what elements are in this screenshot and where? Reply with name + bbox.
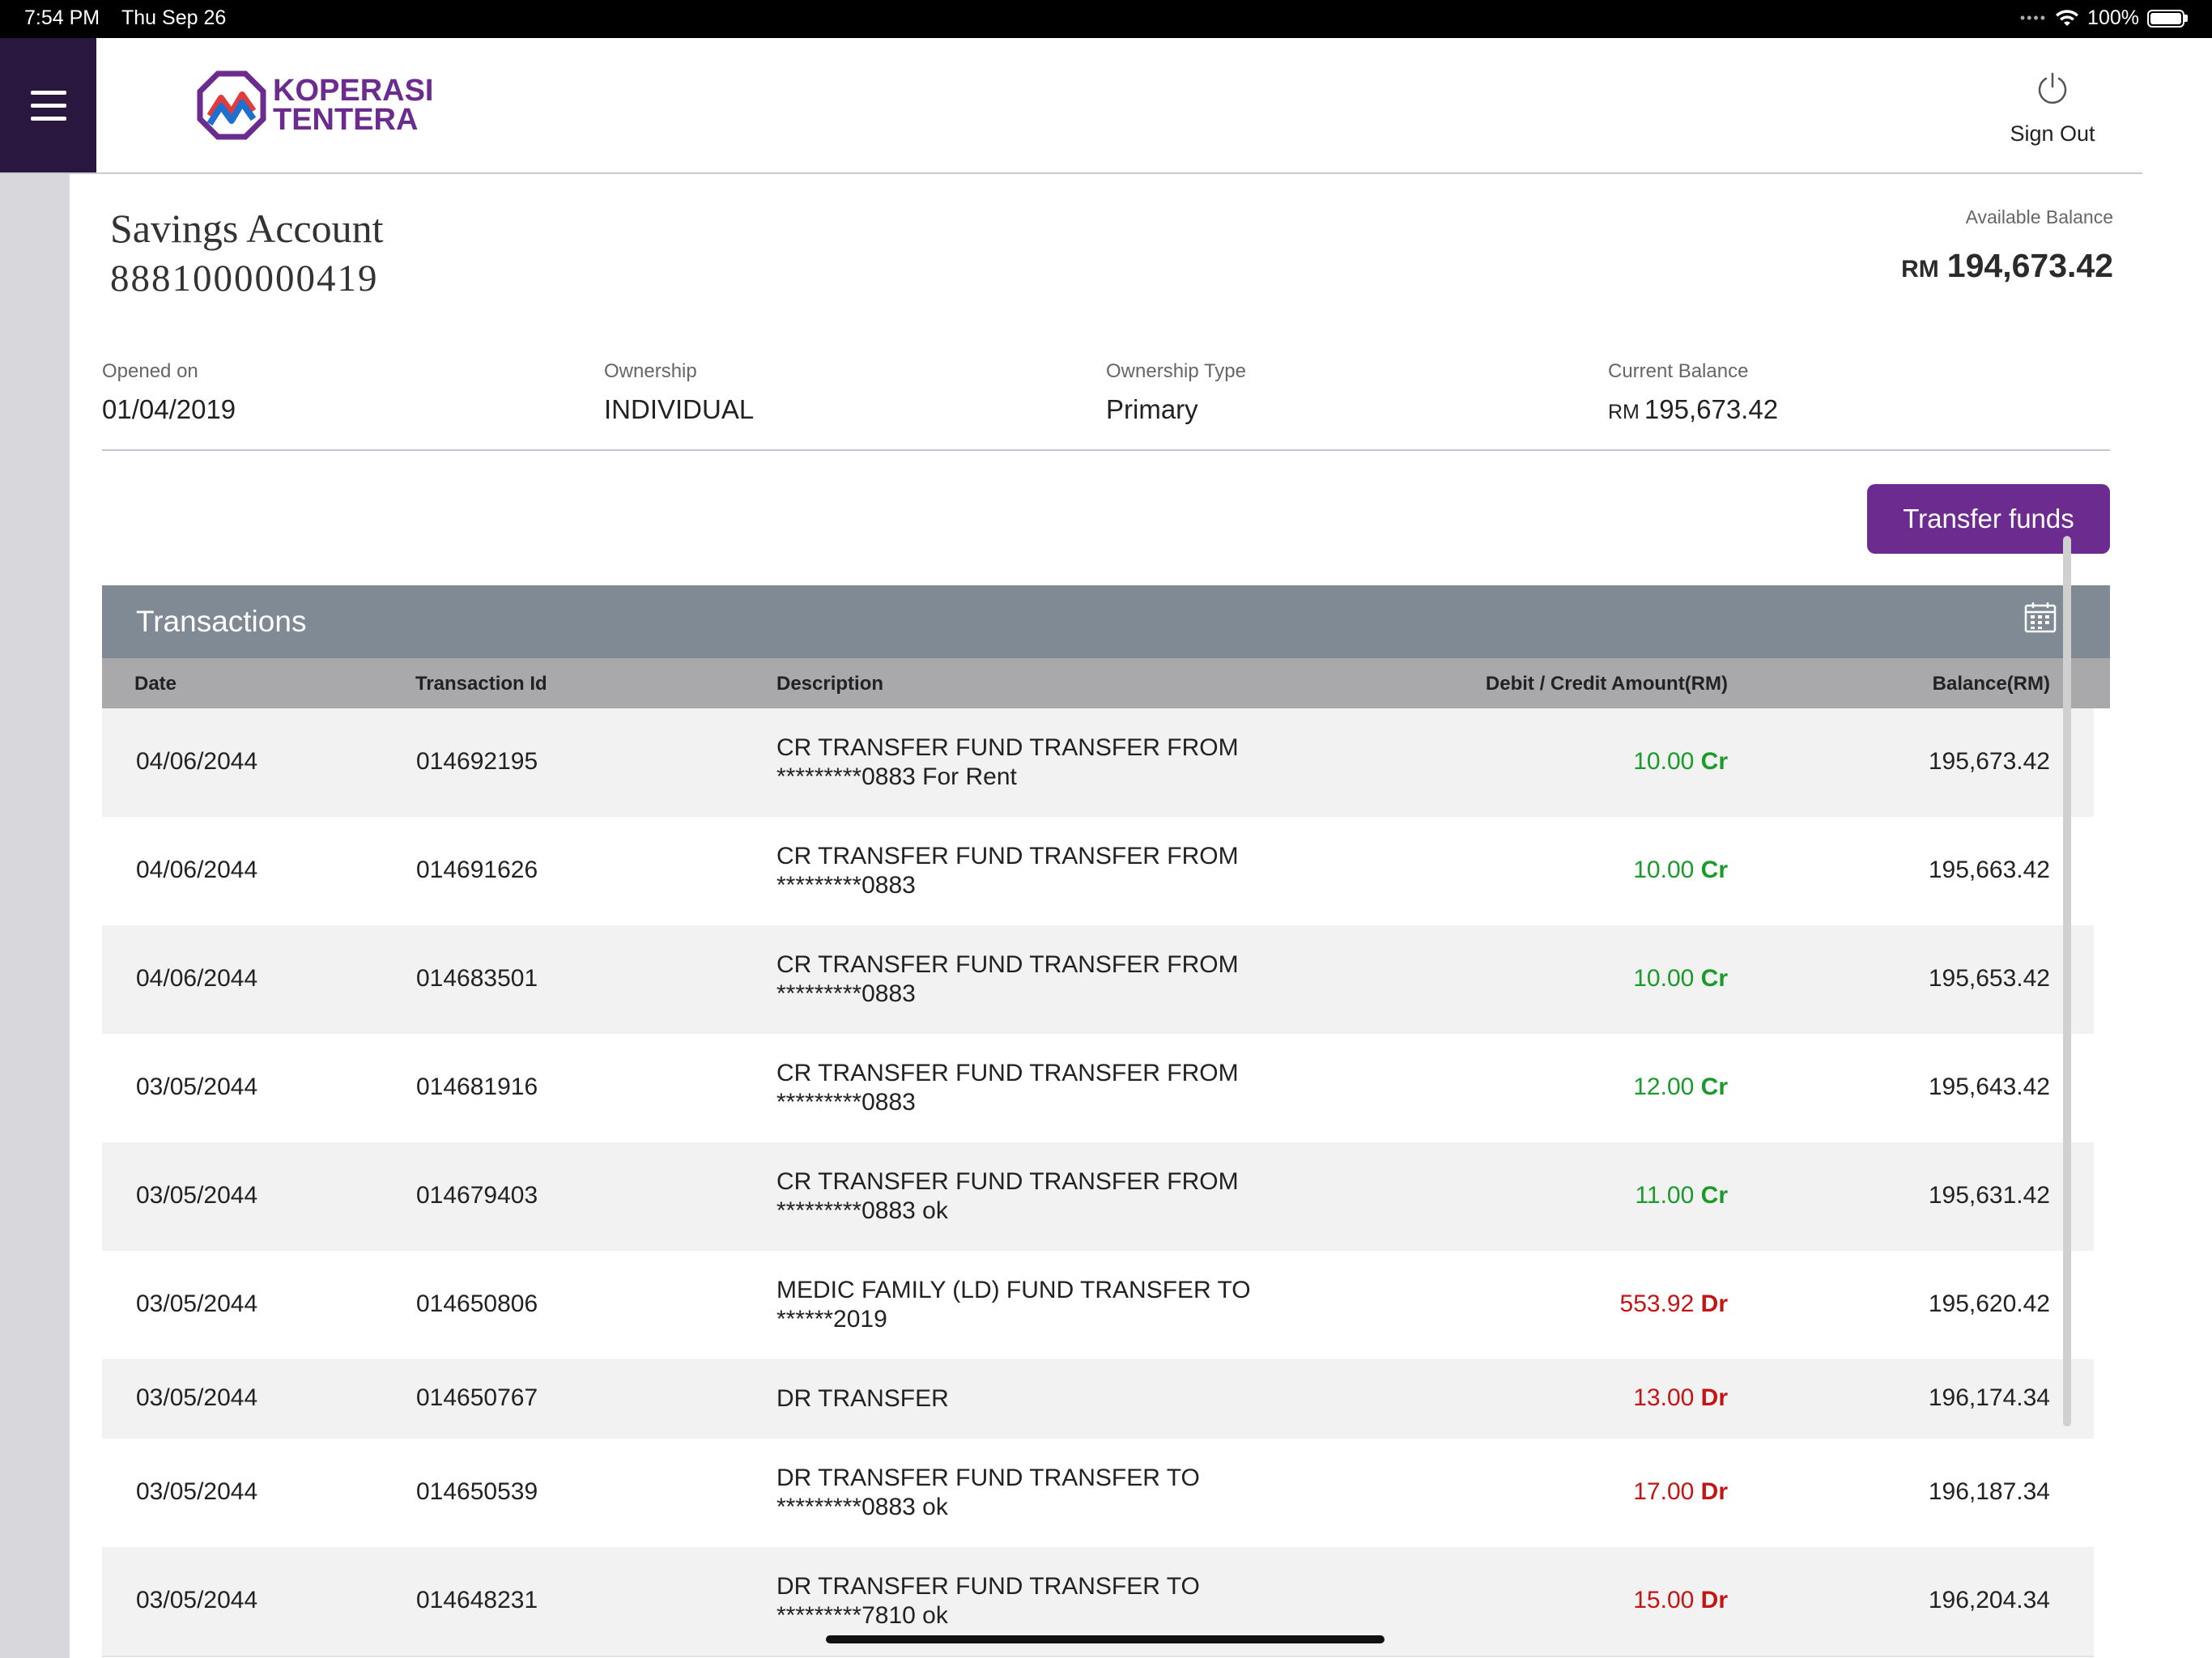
transfer-funds-button[interactable]: Transfer funds bbox=[1867, 484, 2110, 554]
ownership: Ownership INDIVIDUAL bbox=[604, 360, 755, 424]
row-description: MEDIC FAMILY (LD) FUND TRANSFER TO ******… bbox=[776, 1277, 1251, 1333]
row-balance: 195,673.42 bbox=[1928, 748, 2050, 775]
row-amount: 10.00 Cr bbox=[1633, 965, 1728, 992]
row-balance: 195,653.42 bbox=[1928, 965, 2050, 992]
menu-icon[interactable] bbox=[0, 38, 96, 172]
table-row[interactable]: 04/06/2044 014683501 CR TRANSFER FUND TRAN… bbox=[102, 925, 2094, 1035]
logo: KOPERASI TENTERA bbox=[197, 70, 433, 140]
row-description: CR TRANSFER FUND TRANSFER FROM *********0… bbox=[776, 734, 1239, 790]
row-amount: 10.00 Cr bbox=[1633, 748, 1728, 775]
row-transaction-id: 014650539 bbox=[416, 1478, 538, 1505]
available-balance: RM 194,673.42 bbox=[1901, 247, 2113, 284]
row-date: 03/05/2044 bbox=[136, 1478, 258, 1505]
power-icon bbox=[2038, 72, 2067, 104]
row-transaction-id: 014681916 bbox=[416, 1073, 538, 1100]
row-transaction-id: 014648231 bbox=[416, 1587, 538, 1613]
transactions-header: Transactions bbox=[102, 585, 2110, 658]
row-transaction-id: 014691626 bbox=[416, 857, 538, 883]
row-description: CR TRANSFER FUND TRANSFER FROM *********0… bbox=[776, 843, 1239, 899]
row-transaction-id: 014679403 bbox=[416, 1182, 538, 1209]
account-title: Savings Account bbox=[110, 206, 384, 251]
sign-out-label: Sign Out bbox=[2010, 121, 2095, 146]
row-amount: 13.00 Dr bbox=[1633, 1384, 1728, 1411]
battery-percent: 100% bbox=[2087, 6, 2139, 29]
row-date: 03/05/2044 bbox=[136, 1587, 258, 1613]
col-transaction-id: Transaction Id bbox=[415, 673, 547, 695]
row-amount: 12.00 Cr bbox=[1633, 1073, 1728, 1100]
account-number: 8881000000419 bbox=[110, 257, 379, 300]
status-date: Thu Sep 26 bbox=[121, 6, 227, 29]
row-description: CR TRANSFER FUND TRANSFER FROM *********0… bbox=[776, 951, 1239, 1007]
table-row[interactable]: 04/06/2044 014691626 CR TRANSFER FUND TRAN… bbox=[102, 817, 2094, 927]
row-date: 04/06/2044 bbox=[136, 857, 258, 883]
col-description: Description bbox=[776, 673, 884, 695]
scrollbar[interactable] bbox=[2063, 536, 2071, 1426]
row-balance: 196,174.34 bbox=[1928, 1384, 2050, 1411]
table-row[interactable]: 03/05/2044 014681916 CR TRANSFER FUND TRAN… bbox=[102, 1034, 2094, 1144]
available-balance-label: Available Balance bbox=[1965, 206, 2113, 227]
app-header: KOPERASI TENTERA Sign Out bbox=[0, 38, 2142, 174]
status-time: 7:54 PM bbox=[24, 6, 100, 29]
row-date: 04/06/2044 bbox=[136, 748, 258, 775]
right-gutter bbox=[2142, 38, 2212, 1658]
row-amount: 17.00 Dr bbox=[1633, 1478, 1728, 1505]
table-row[interactable]: 03/05/2044 014679403 CR TRANSFER FUND TRAN… bbox=[102, 1142, 2094, 1252]
row-balance: 195,643.42 bbox=[1928, 1073, 2050, 1100]
row-balance: 195,631.42 bbox=[1928, 1182, 2050, 1209]
logo-mark-icon bbox=[197, 70, 266, 140]
table-header: Date Transaction Id Description Debit / … bbox=[102, 658, 2110, 708]
col-date: Date bbox=[134, 673, 177, 695]
row-date: 04/06/2044 bbox=[136, 965, 258, 992]
row-transaction-id: 014650806 bbox=[416, 1290, 538, 1317]
col-amount: Debit / Credit Amount(RM) bbox=[1485, 673, 1728, 695]
table-row[interactable]: 03/05/2044 014650539 DR TRANSFER FUND TRAN… bbox=[102, 1439, 2094, 1549]
table-row[interactable]: 03/05/2044 014650767 DR TRANSFER 13.00 Dr 19… bbox=[102, 1359, 2094, 1440]
row-balance: 196,187.34 bbox=[1928, 1478, 2050, 1505]
battery-icon bbox=[2147, 9, 2188, 28]
signal-dots-icon: •••• bbox=[2019, 10, 2048, 26]
divider bbox=[102, 449, 2110, 451]
status-bar: 7:54 PM Thu Sep 26 •••• 100% bbox=[0, 0, 2212, 38]
table-row[interactable]: 04/06/2044 014692195 CR TRANSFER FUND TRAN… bbox=[102, 708, 2094, 818]
ownership-type: Ownership Type Primary bbox=[1106, 360, 1246, 424]
transactions-title: Transactions bbox=[136, 605, 307, 638]
logo-text: KOPERASI TENTERA bbox=[273, 74, 434, 137]
row-balance: 196,204.34 bbox=[1928, 1587, 2050, 1613]
row-balance: 195,663.42 bbox=[1928, 857, 2050, 883]
row-description: DR TRANSFER FUND TRANSFER TO *********088… bbox=[776, 1465, 1200, 1520]
current-balance: Current Balance RM 195,673.42 bbox=[1608, 360, 1779, 424]
row-transaction-id: 014650767 bbox=[416, 1384, 538, 1411]
row-transaction-id: 014692195 bbox=[416, 748, 538, 775]
sign-out-button[interactable]: Sign Out bbox=[1976, 70, 2129, 147]
row-date: 03/05/2044 bbox=[136, 1073, 258, 1100]
row-amount: 553.92 Dr bbox=[1619, 1290, 1728, 1317]
wifi-icon bbox=[2056, 9, 2079, 26]
row-description: DR TRANSFER FUND TRANSFER TO *********781… bbox=[776, 1573, 1200, 1629]
table-row[interactable]: 03/05/2044 014648231 DR TRANSFER FUND TRAN… bbox=[102, 1547, 2094, 1657]
row-transaction-id: 014683501 bbox=[416, 965, 538, 992]
row-date: 03/05/2044 bbox=[136, 1290, 258, 1317]
opened-on: Opened on 01/04/2019 bbox=[102, 360, 236, 424]
row-amount: 11.00 Cr bbox=[1635, 1182, 1728, 1209]
row-description: CR TRANSFER FUND TRANSFER FROM *********0… bbox=[776, 1060, 1239, 1116]
table-row[interactable]: 03/05/2044 014650806 MEDIC FAMILY (LD) FUN… bbox=[102, 1251, 2094, 1361]
col-balance: Balance(RM) bbox=[1932, 673, 2050, 695]
row-description: CR TRANSFER FUND TRANSFER FROM *********0… bbox=[776, 1168, 1239, 1224]
calendar-icon[interactable] bbox=[2024, 602, 2057, 634]
row-date: 03/05/2044 bbox=[136, 1384, 258, 1411]
status-right: •••• 100% bbox=[2020, 6, 2188, 30]
account-panel: Savings Account 8881000000419 Available … bbox=[70, 174, 2142, 1658]
row-amount: 10.00 Cr bbox=[1633, 857, 1728, 883]
row-date: 03/05/2044 bbox=[136, 1182, 258, 1209]
row-balance: 195,620.42 bbox=[1928, 1290, 2050, 1317]
transactions-table: 04/06/2044 014692195 CR TRANSFER FUND TRAN… bbox=[102, 708, 2110, 1658]
row-description: DR TRANSFER bbox=[776, 1385, 949, 1412]
home-indicator[interactable] bbox=[826, 1635, 1385, 1643]
row-amount: 15.00 Dr bbox=[1633, 1587, 1728, 1613]
